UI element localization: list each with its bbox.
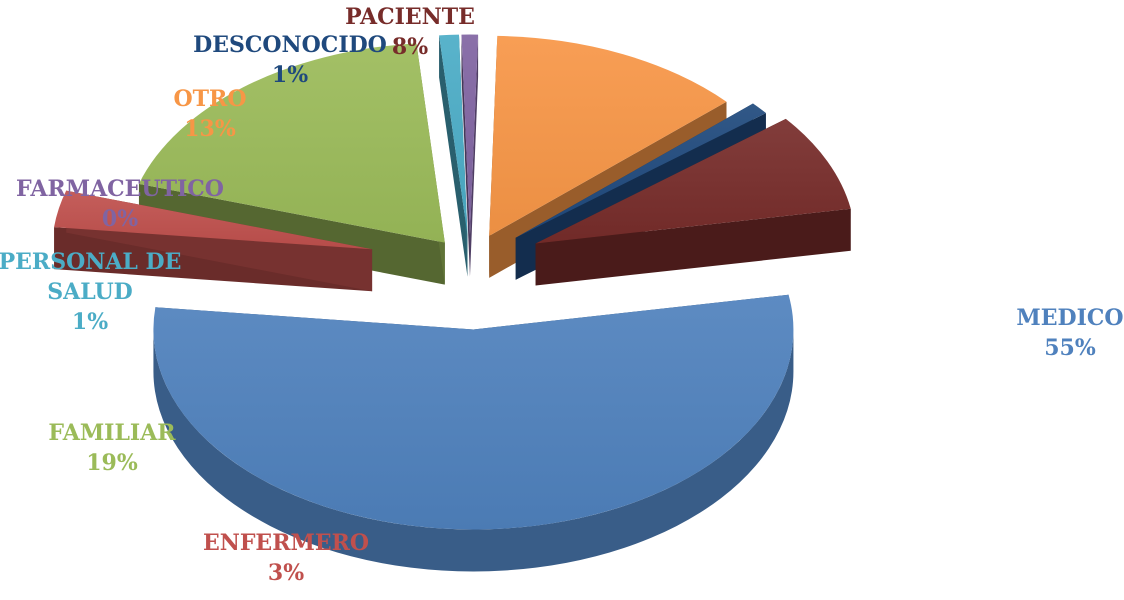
data-label-paciente: PACIENTE 8% bbox=[345, 4, 475, 60]
data-label-personal-de-salud: PERSONAL DE SALUD 1% bbox=[0, 249, 181, 335]
slice-top-desconocido bbox=[515, 103, 766, 238]
slice-medico bbox=[153, 294, 794, 572]
slice-top-enfermero bbox=[54, 190, 373, 250]
slices-layer bbox=[54, 34, 851, 572]
slice-side-personal-de-salud bbox=[439, 35, 468, 277]
data-label-enfermero: ENFERMERO 3% bbox=[203, 530, 369, 586]
slice-side-farmaceutico bbox=[469, 34, 479, 277]
slice-top-farmaceutico bbox=[461, 34, 479, 235]
slice-value-label: 55% bbox=[1044, 335, 1096, 361]
slice-rim-medico bbox=[153, 329, 794, 572]
slice-value-label: 13% bbox=[184, 116, 236, 142]
slice-side-paciente bbox=[535, 208, 851, 286]
data-label-familiar: FAMILIAR 19% bbox=[48, 420, 176, 476]
slice-category-label: SALUD bbox=[47, 279, 133, 305]
slice-value-label: 1% bbox=[272, 62, 308, 88]
data-label-desconocido: DESCONOCIDO 1% bbox=[193, 32, 387, 88]
slice-value-label: 3% bbox=[268, 560, 304, 586]
slice-top-medico bbox=[153, 294, 794, 530]
labels-layer: MEDICO 55% ENFERMERO 3% FAMILIAR 19% PERSONAL … bbox=[0, 4, 1124, 586]
slice-top-otro bbox=[489, 35, 727, 236]
slice-category-label: PERSONAL DE bbox=[0, 249, 181, 275]
slice-farmaceutico bbox=[461, 34, 479, 277]
slice-category-label: FAMILIAR bbox=[48, 420, 176, 446]
slice-top-paciente bbox=[535, 118, 851, 244]
slice-value-label: 1% bbox=[72, 309, 108, 335]
slice-category-label: OTRO bbox=[174, 86, 247, 112]
slice-top-personal-de-salud bbox=[439, 34, 468, 235]
slice-category-label: MEDICO bbox=[1016, 305, 1123, 331]
data-label-medico: MEDICO 55% bbox=[1016, 305, 1123, 361]
data-label-otro: OTRO 13% bbox=[174, 86, 247, 142]
slice-side-farmaceutico bbox=[461, 34, 470, 277]
slice-top-familiar bbox=[138, 43, 445, 243]
slice-paciente bbox=[535, 118, 851, 286]
slice-category-label: ENFERMERO bbox=[203, 530, 369, 556]
slice-value-label: 0% bbox=[102, 206, 138, 232]
data-label-farmaceutico: FARMACEUTICO 0% bbox=[16, 176, 224, 232]
slice-enfermero bbox=[54, 190, 373, 292]
slice-category-label: PACIENTE bbox=[345, 4, 475, 30]
slice-value-label: 8% bbox=[392, 34, 428, 60]
slice-personal-de-salud bbox=[439, 34, 468, 277]
slice-value-label: 19% bbox=[86, 450, 138, 476]
slice-category-label: DESCONOCIDO bbox=[193, 32, 387, 58]
slice-category-label: FARMACEUTICO bbox=[16, 176, 224, 202]
